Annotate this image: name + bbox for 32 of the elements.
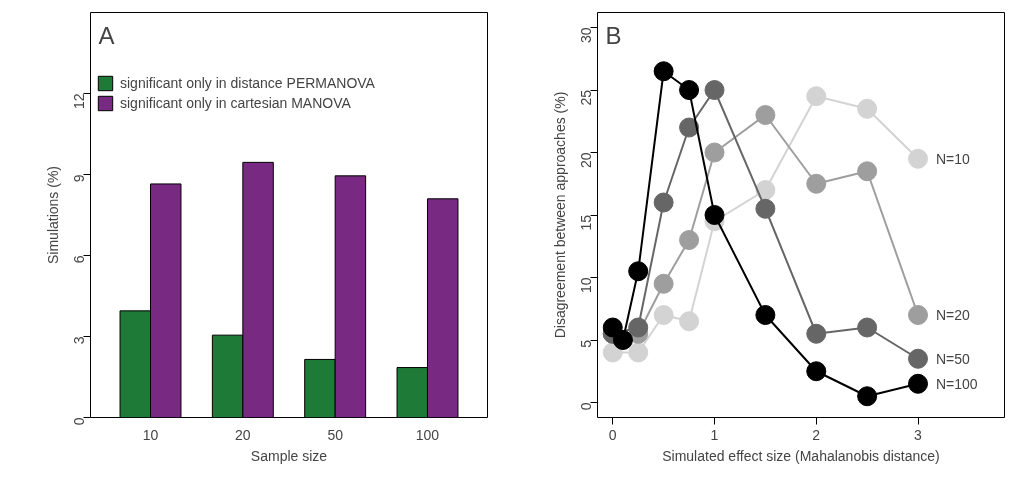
y-tick-label: 30	[577, 27, 594, 44]
chart-title: A	[98, 21, 115, 49]
y-tick-label: 20	[577, 152, 594, 169]
chart-title: B	[605, 21, 622, 49]
x-tick-label: 100	[415, 426, 440, 443]
x-axis-title: Simulated effect size (Mahalanobis distance)	[662, 447, 940, 464]
y-tick-label: 3	[70, 336, 87, 345]
y-tick-label: 0	[70, 417, 87, 426]
y-axis-title: Disagreement between approaches (%)	[551, 91, 568, 339]
legend-label: significant only in cartesian MANOVA	[120, 94, 351, 112]
x-tick-label: 20	[235, 426, 251, 443]
series-label: N=50	[936, 350, 971, 367]
series-label: N=100	[936, 375, 978, 392]
series-label: N=20	[936, 307, 971, 323]
x-tick-label: 1	[710, 426, 719, 443]
y-axis-title: Simulations (%)	[44, 165, 61, 265]
x-tick-label: 10	[142, 426, 159, 443]
y-tick-label: 6	[70, 255, 87, 264]
y-tick-label: 15	[577, 214, 594, 231]
x-tick-label: 3	[914, 426, 923, 443]
y-tick-label: 9	[70, 174, 87, 183]
x-tick-label: 2	[812, 426, 821, 443]
y-tick-label: 0	[577, 402, 594, 411]
y-tick-label: 12	[70, 93, 87, 110]
x-axis-title: Sample size	[250, 447, 328, 464]
y-tick-label: 10	[577, 277, 594, 294]
x-tick-label: 50	[327, 426, 344, 443]
y-tick-label: 5	[577, 339, 594, 348]
y-tick-label: 25	[577, 89, 594, 106]
x-tick-label: 0	[608, 426, 617, 443]
series-label: N=10	[936, 150, 971, 167]
legend-label: significant only in distance PERMANOVA	[120, 74, 375, 92]
